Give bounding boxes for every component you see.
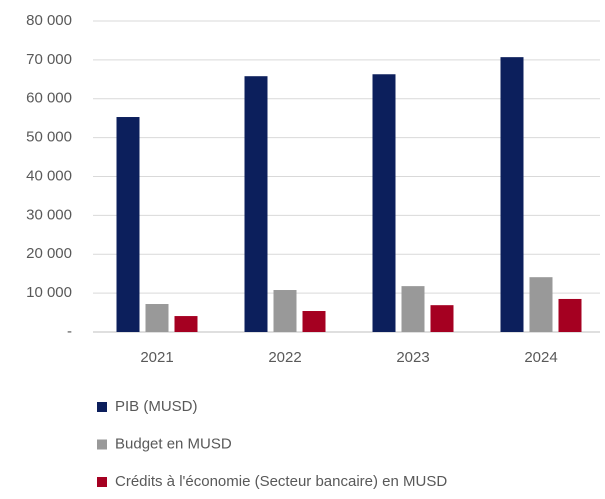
bar: [145, 304, 169, 332]
bar: [500, 57, 524, 333]
x-tick-label: 2021: [140, 349, 173, 366]
x-tick-label: 2022: [268, 349, 301, 366]
bar: [244, 76, 268, 332]
legend-swatch: [97, 477, 107, 487]
bar: [174, 316, 198, 332]
legend-label: Budget en MUSD: [115, 435, 232, 452]
legend-label: Crédits à l'économie (Secteur bancaire) …: [115, 473, 447, 490]
bar: [401, 286, 425, 332]
bar: [116, 117, 140, 333]
y-tick-label: 60 000: [26, 90, 72, 107]
y-tick-label: 30 000: [26, 206, 72, 223]
y-tick-label: 70 000: [26, 51, 72, 68]
bar: [558, 298, 582, 332]
legend-label: PIB (MUSD): [115, 398, 198, 415]
bar: [529, 277, 553, 332]
y-tick-label: 80 000: [26, 12, 72, 29]
y-tick-label: 10 000: [26, 284, 72, 301]
bar: [302, 311, 326, 332]
x-tick-label: 2023: [396, 349, 429, 366]
legend-swatch: [97, 439, 107, 450]
y-tick-label: 40 000: [26, 167, 72, 184]
y-tick-label: 20 000: [26, 245, 72, 262]
bar: [430, 305, 454, 332]
y-tick-label: 50 000: [26, 129, 72, 146]
x-tick-label: 2024: [524, 349, 557, 366]
legend-swatch: [97, 402, 107, 412]
y-tick-label: -: [67, 323, 72, 340]
bar: [273, 290, 297, 332]
bar: [372, 74, 396, 332]
